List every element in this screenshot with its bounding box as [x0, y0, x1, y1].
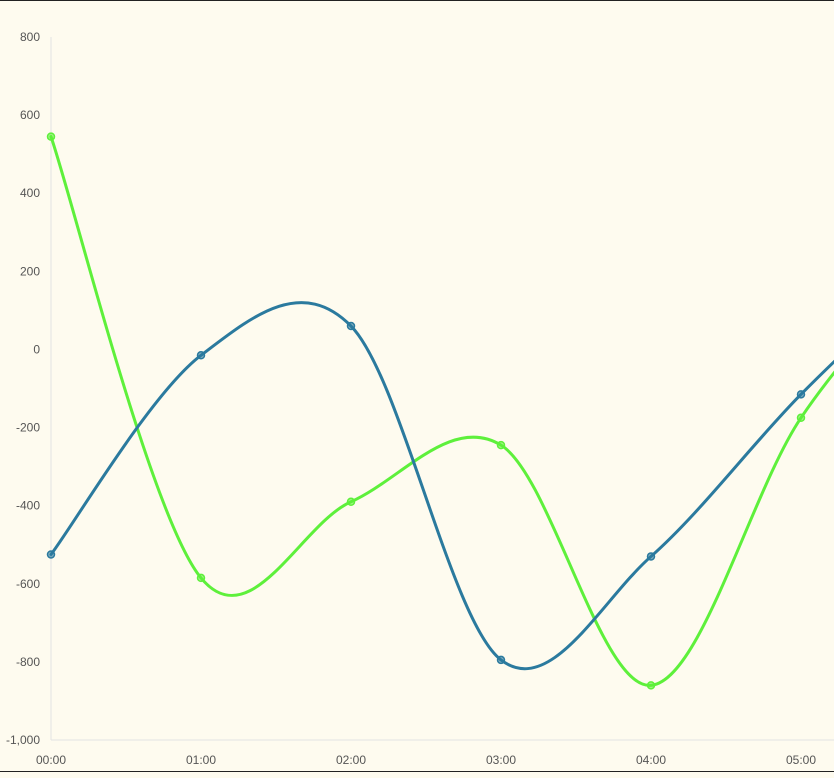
x-axis-labels: 00:00 01:00 02:00 03:00 04:00 05:00: [36, 753, 816, 767]
y-tick-label: -600: [16, 577, 40, 591]
y-axis-labels: 800 600 400 200 0 -200 -400 -600 -800 -1,000: [6, 30, 40, 747]
y-tick-label: -800: [16, 655, 40, 669]
y-tick-label: 200: [20, 264, 40, 278]
series-2-point: [498, 442, 505, 449]
series-2-point: [198, 574, 205, 581]
x-tick-label: 05:00: [786, 753, 816, 767]
series-1-point: [198, 352, 205, 359]
y-tick-label: 600: [20, 108, 40, 122]
series-1-point: [648, 553, 655, 560]
series-2-point: [798, 414, 805, 421]
y-tick-label: -200: [16, 421, 40, 435]
series-1-point: [348, 323, 355, 330]
series-1-point: [48, 551, 55, 558]
y-tick-label: 400: [20, 186, 40, 200]
x-tick-label: 04:00: [636, 753, 666, 767]
x-tick-label: 02:00: [336, 753, 366, 767]
y-tick-label: 0: [33, 342, 40, 356]
y-tick-label: -1,000: [6, 733, 40, 747]
x-tick-label: 00:00: [36, 753, 66, 767]
series-2-point: [648, 682, 655, 689]
series-1-point: [798, 391, 805, 398]
y-tick-label: 800: [20, 30, 40, 44]
series-2-point: [48, 133, 55, 140]
y-tick-label: -400: [16, 499, 40, 513]
series-line-1: [51, 252, 834, 669]
series-1-point: [498, 656, 505, 663]
series-2-point: [348, 498, 355, 505]
x-tick-label: 01:00: [186, 753, 216, 767]
x-tick-label: 03:00: [486, 753, 516, 767]
series-lines: [51, 137, 834, 686]
series-points: [48, 133, 805, 689]
series-line-2: [51, 137, 834, 686]
